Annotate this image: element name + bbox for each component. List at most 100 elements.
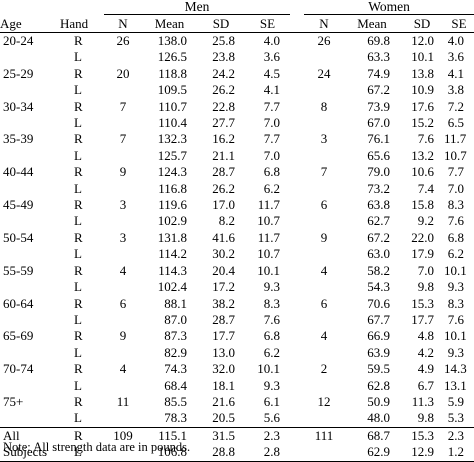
age-cell xyxy=(0,49,60,65)
spacer-cell xyxy=(290,296,304,312)
men-n-cell xyxy=(104,181,142,197)
men-n-cell: 4 xyxy=(119,262,127,278)
men-mean-cell: 87.3 xyxy=(164,328,187,344)
age-cell: 65-69 xyxy=(3,328,34,344)
women-sd-cell: 7.4 xyxy=(417,180,434,196)
men-se-cell: 10.7 xyxy=(257,213,280,229)
spacer-cell xyxy=(290,426,304,445)
men-se-cell: 11.7 xyxy=(257,229,280,245)
women-n-cell xyxy=(304,82,344,98)
men-n-cell: 26 xyxy=(116,33,130,48)
table-body: 20-24 R 26 138.0 25.8 4.0 26 69.8 12.0 4.0 L 126.5 2… xyxy=(0,33,474,462)
women-n-cell xyxy=(304,312,344,328)
men-se-cell: 10.1 xyxy=(257,262,280,278)
age-cell: 40-44 xyxy=(3,164,34,180)
women-se-cell: 1.2 xyxy=(444,444,474,462)
age-cell: 45-49 xyxy=(3,197,34,213)
men-sd-cell: 26.2 xyxy=(212,82,235,98)
men-mean-cell: 68.4 xyxy=(164,377,187,393)
women-se-cell: 9.3 xyxy=(447,344,465,360)
age-cell xyxy=(0,246,60,262)
women-mean-cell: 67.2 xyxy=(367,82,390,98)
women-mean-cell: 62.8 xyxy=(367,377,390,393)
women-se-cell: 6.5 xyxy=(447,115,465,131)
men-n-cell xyxy=(104,345,142,361)
men-mean-cell: 87.0 xyxy=(164,311,187,327)
men-mean-cell: 138.0 xyxy=(157,33,187,48)
women-n-cell: 4 xyxy=(320,328,328,344)
women-sd-cell: 17.7 xyxy=(411,311,434,327)
men-mean-header: Mean xyxy=(142,14,197,33)
men-se-cell: 4.5 xyxy=(263,65,280,81)
table-row: L 109.5 26.2 4.1 67.2 10.9 3.8 xyxy=(0,82,474,98)
women-se-cell: 6.2 xyxy=(447,246,465,262)
women-se-cell: 6.8 xyxy=(447,229,465,245)
hand-cell: L xyxy=(74,147,82,163)
men-sd-cell: 27.7 xyxy=(212,115,235,131)
hand-cell: L xyxy=(74,410,82,426)
women-se-cell: 11.7 xyxy=(444,131,467,147)
age-cell xyxy=(0,115,60,131)
table-row: L 116.8 26.2 6.2 73.2 7.4 7.0 xyxy=(0,181,474,197)
spacer-cell xyxy=(290,378,304,394)
men-mean-cell: 82.9 xyxy=(164,344,187,360)
men-sd-cell: 16.2 xyxy=(212,131,235,147)
hand-cell: L xyxy=(74,377,82,393)
women-se-cell: 9.3 xyxy=(447,279,465,295)
men-sd-cell: 22.8 xyxy=(212,98,235,114)
women-n-cell: 111 xyxy=(304,426,344,445)
hand-cell: R xyxy=(74,33,83,48)
men-n-header: N xyxy=(104,14,142,33)
women-sd-cell: 15.8 xyxy=(411,197,434,213)
spacer-cell xyxy=(290,181,304,197)
age-cell xyxy=(0,410,60,427)
men-n-cell xyxy=(104,148,142,164)
men-sd-cell: 24.2 xyxy=(212,65,235,81)
women-n-cell: 8 xyxy=(320,98,328,114)
table-row: Subjects L 106.8 28.8 2.8 62.9 12.9 1.2 xyxy=(0,444,474,462)
women-mean-cell: 66.9 xyxy=(367,328,390,344)
men-n-cell: 4 xyxy=(119,361,127,377)
hand-cell: R xyxy=(74,164,83,180)
women-mean-cell: 73.9 xyxy=(367,98,390,114)
men-sd-cell: 21.1 xyxy=(212,147,235,163)
age-cell: Subjects xyxy=(0,444,60,462)
table-row: 35-39 R 7 132.3 16.2 7.7 3 76.1 7.6 11.7 xyxy=(0,131,474,147)
women-sd-cell: 9.8 xyxy=(417,279,434,295)
hand-cell: R xyxy=(74,328,83,344)
men-n-cell xyxy=(104,49,142,65)
men-sd-cell: 30.2 xyxy=(212,246,235,262)
men-sd-cell: 25.8 xyxy=(212,33,235,48)
women-sd-cell: 17.6 xyxy=(411,98,434,114)
men-se-cell: 5.6 xyxy=(263,410,280,426)
table-row: 70-74 R 4 74.3 32.0 10.1 2 59.5 4.9 14.3 xyxy=(0,361,474,377)
men-mean-cell: 110.7 xyxy=(158,98,187,114)
men-sd-cell: 21.6 xyxy=(212,393,235,409)
women-sd-cell: 12.9 xyxy=(400,444,444,462)
table-row: L 87.0 28.7 7.6 67.7 17.7 7.6 xyxy=(0,312,474,328)
men-sd-cell: 17.7 xyxy=(212,328,235,344)
hand-cell: R xyxy=(74,262,83,278)
men-n-cell: 9 xyxy=(119,328,127,344)
men-sd-cell: 28.7 xyxy=(212,311,235,327)
men-sd-cell: 32.0 xyxy=(212,361,235,377)
hand-cell: R xyxy=(74,229,83,245)
table-row: L 68.4 18.1 9.3 62.8 6.7 13.1 xyxy=(0,378,474,394)
age-cell: 35-39 xyxy=(3,131,34,147)
spacer-cell xyxy=(290,148,304,164)
hand-cell: L xyxy=(74,344,82,360)
spacer-cell xyxy=(290,115,304,131)
men-n-cell xyxy=(104,378,142,394)
women-mean-cell: 62.9 xyxy=(344,444,400,462)
men-mean-cell: 118.8 xyxy=(158,65,187,81)
men-se-cell: 4.0 xyxy=(263,33,280,48)
women-sd-cell: 9.8 xyxy=(417,410,434,426)
men-se-cell: 9.3 xyxy=(263,377,280,393)
table-row: 40-44 R 9 124.3 28.7 6.8 7 79.0 10.6 7.7 xyxy=(0,164,474,180)
men-sd-cell: 8.2 xyxy=(218,213,235,229)
women-mean-cell: 62.7 xyxy=(367,213,390,229)
men-sd-cell: 20.5 xyxy=(212,410,235,426)
table-row: 25-29 R 20 118.8 24.2 4.5 24 74.9 13.8 4.1 xyxy=(0,66,474,82)
men-mean-cell: 132.3 xyxy=(157,131,187,147)
spacer-cell xyxy=(290,263,304,279)
